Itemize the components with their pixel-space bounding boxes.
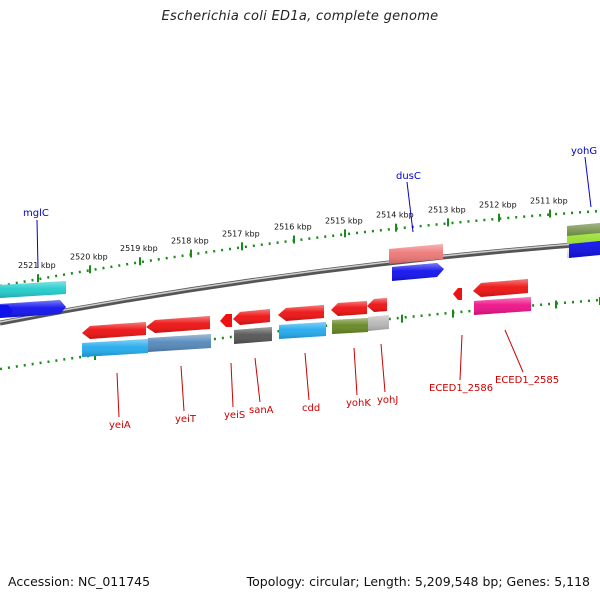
gene-label-yeiT: yeiT: [175, 414, 197, 425]
gene-label-yohK: yohK: [346, 398, 371, 409]
scale-label: 2511 kbp: [530, 197, 568, 206]
scale-label: 2512 kbp: [479, 201, 517, 210]
gene-labels: mglC dusC yohG yeiA yeiT yeiS sanA cdd y…: [23, 146, 597, 431]
gene-label-ECED1_2585: ECED1_2585: [495, 375, 559, 386]
scale-label: 2515 kbp: [325, 216, 363, 225]
label-leaders: [36, 156, 592, 418]
feature-ECED1_2586-red: [453, 288, 462, 300]
outer-scale-ticks: [37, 209, 551, 283]
scale-label: 2516 kbp: [274, 223, 312, 232]
scale-label: 2514 kbp: [376, 211, 414, 220]
genome-backbone: [0, 240, 600, 326]
gene-label-yeiA: yeiA: [109, 420, 131, 431]
feature-yeiS-red: [220, 314, 232, 327]
map-title: Escherichia coli ED1a, complete genome: [161, 9, 439, 24]
scale-labels: 2521 kbp 2520 kbp 2519 kbp 2518 kbp 2517 kbp…: [18, 197, 568, 271]
scale-label: 2518 kbp: [171, 237, 209, 246]
outer-scale-line: [0, 209, 600, 288]
forward-features: [0, 223, 600, 318]
scale-label: 2520 kbp: [70, 252, 108, 261]
gene-label-cdd: cdd: [302, 403, 320, 414]
genome-summary-text: Topology: circular; Length: 5,209,548 bp…: [246, 574, 590, 589]
scale-label: 2521 kbp: [18, 261, 56, 270]
scale-label: 2513 kbp: [428, 205, 466, 214]
feature-small-blue-left: [0, 305, 13, 317]
gene-label-dusC: dusC: [396, 171, 421, 182]
gene-label-mglC: mglC: [23, 208, 49, 219]
scale-label: 2517 kbp: [222, 229, 260, 238]
genome-backbone-highlight: [0, 241, 600, 323]
accession-text: Accession: NC_011745: [8, 574, 151, 589]
scale-label: 2519 kbp: [120, 244, 158, 253]
gene-label-yeiS: yeiS: [224, 410, 245, 421]
gene-label-ECED1_2586: ECED1_2586: [429, 383, 493, 394]
gene-label-sanA: sanA: [249, 405, 274, 416]
gene-label-yohG: yohG: [571, 146, 597, 157]
reverse-features: [82, 279, 531, 357]
gene-label-yohJ: yohJ: [377, 395, 398, 406]
